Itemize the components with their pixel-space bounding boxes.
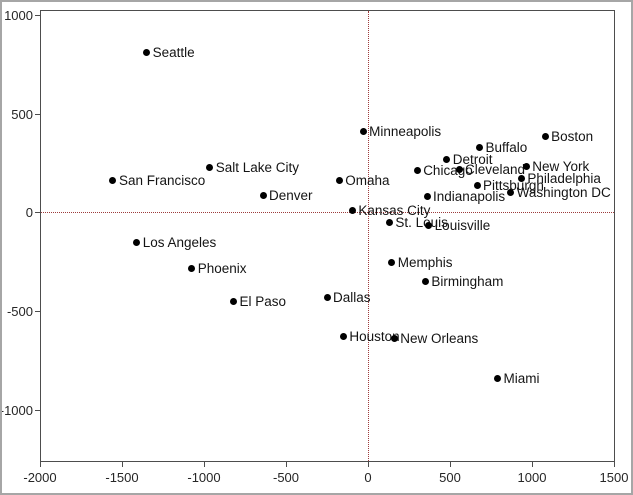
x-axis-tick-label: 1500 (599, 470, 629, 485)
city-label: Kansas City (358, 202, 431, 218)
city-label: Salt Lake City (215, 160, 300, 176)
x-axis-tick (614, 462, 615, 467)
city-label: St. Louis (395, 214, 448, 230)
city-label: Washington DC (516, 185, 611, 201)
reference-line-y0 (41, 212, 614, 214)
city-label: Los Angeles (142, 235, 217, 251)
city-label: Phoenix (197, 261, 247, 277)
city-label: Detroit (452, 151, 493, 167)
x-axis-tick-label: -500 (272, 470, 300, 485)
data-point (473, 182, 481, 190)
data-point (443, 155, 451, 163)
city-label: San Francisco (118, 173, 206, 189)
x-axis-tick-label: 1000 (517, 470, 547, 485)
city-label: New York (532, 159, 590, 175)
data-point (359, 127, 367, 135)
city-label: Houston (349, 329, 400, 345)
x-axis-tick-label: 500 (439, 470, 461, 485)
data-point (476, 143, 484, 151)
city-label: Minneapolis (369, 123, 442, 139)
city-label: Cleveland (465, 162, 526, 178)
data-point (425, 221, 433, 229)
data-point (230, 297, 238, 305)
x-axis-tick (286, 462, 287, 467)
city-label: Memphis (397, 255, 453, 271)
data-point (323, 293, 331, 301)
data-point (541, 132, 549, 140)
y-axis-tick (35, 14, 40, 16)
y-axis-tick-label: 0 (25, 205, 33, 221)
city-label: Miami (503, 370, 540, 386)
city-label: Seattle (152, 44, 195, 60)
x-axis-tick (204, 462, 205, 467)
y-axis-tick-label: -1000 (0, 402, 33, 418)
data-point (421, 277, 429, 285)
city-label: Boston (551, 128, 594, 144)
data-point (390, 335, 398, 343)
city-label: Omaha (345, 173, 390, 189)
y-axis-tick (35, 212, 40, 214)
city-label: Buffalo (485, 139, 528, 155)
data-point (188, 265, 196, 273)
data-point (388, 259, 396, 267)
y-axis-tick-label: 1000 (4, 7, 33, 23)
data-point (339, 333, 347, 341)
data-point (133, 239, 141, 247)
data-point (522, 163, 530, 171)
city-label: Denver (269, 188, 313, 204)
data-point (109, 177, 117, 185)
data-point (423, 193, 431, 201)
y-axis-tick (35, 409, 40, 411)
data-point (143, 48, 151, 56)
data-point (206, 164, 214, 172)
city-label: Indianapolis (433, 189, 506, 205)
x-axis-tick-label: 0 (364, 470, 372, 485)
city-label: El Paso (239, 293, 287, 309)
data-point (348, 206, 356, 214)
data-point (455, 166, 463, 174)
y-axis-tick (35, 310, 40, 312)
city-label: Pittsburgh (483, 178, 544, 194)
city-label: Philadelphia (527, 171, 601, 187)
x-axis-tick (368, 462, 369, 467)
data-point (517, 175, 525, 183)
x-axis-tick-label: -1500 (105, 470, 139, 485)
y-axis-tick-label: -500 (6, 303, 33, 319)
city-label: New Orleans (400, 331, 479, 347)
x-axis-tick-label: -2000 (23, 470, 57, 485)
data-point (335, 177, 343, 185)
city-label: Louisville (434, 217, 491, 233)
reference-line-x0 (368, 11, 369, 461)
data-point (494, 374, 502, 382)
x-axis-tick (122, 462, 123, 467)
city-label: Dallas (333, 289, 371, 305)
y-axis-tick (35, 113, 40, 115)
x-axis-tick-label: -1000 (187, 470, 221, 485)
data-point (413, 167, 421, 175)
data-point (507, 189, 515, 197)
plot-area (40, 10, 615, 462)
x-axis-tick (450, 462, 451, 467)
x-axis-tick (532, 462, 533, 467)
data-point (259, 192, 267, 200)
city-label: Birmingham (431, 273, 504, 289)
x-axis-tick (40, 462, 41, 467)
data-point (385, 218, 393, 226)
y-axis-tick-label: 500 (11, 106, 33, 122)
